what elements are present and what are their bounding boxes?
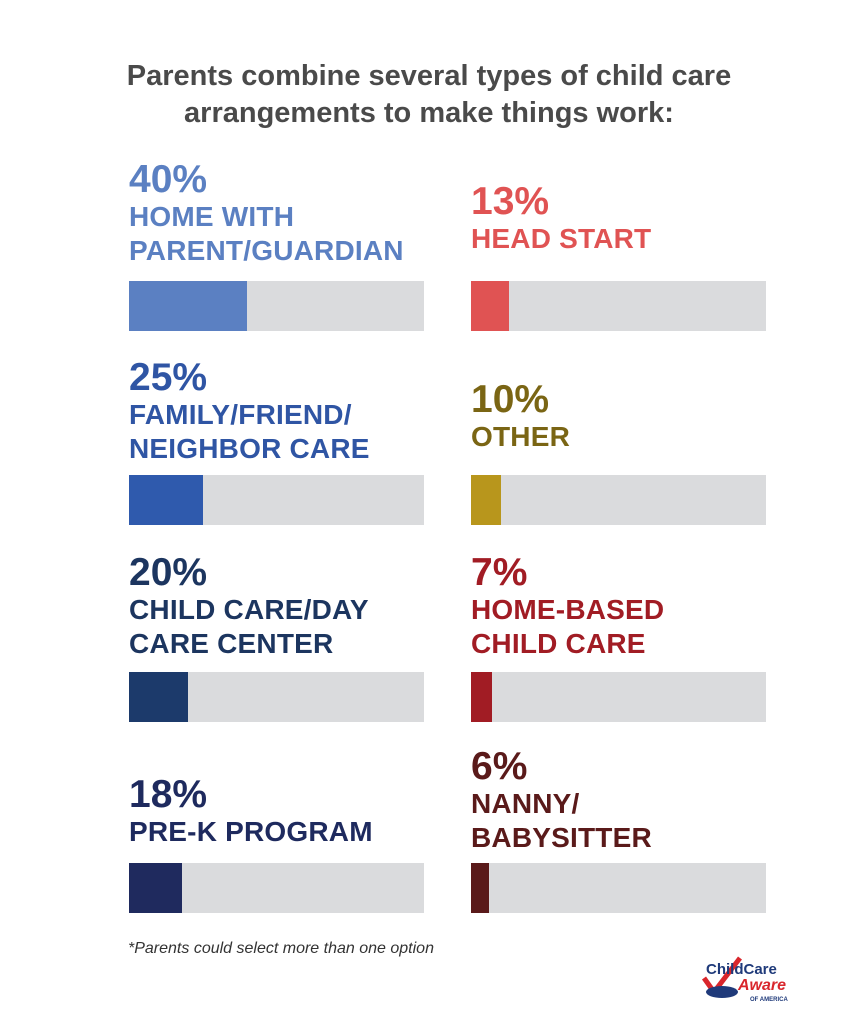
bar-fill — [471, 281, 510, 331]
footnote: *Parents could select more than one opti… — [128, 940, 434, 957]
category-label: CARE CENTER — [129, 628, 334, 659]
category-label-block: 10% OTHER — [471, 380, 771, 454]
percent-label: 7% — [471, 551, 528, 594]
category-label: CHILD CARE/DAY — [129, 594, 369, 625]
category-label-block: 7% HOME-BASED CHILD CARE — [471, 553, 771, 661]
category-label: OTHER — [471, 421, 570, 452]
bar-track — [129, 672, 424, 722]
bar-fill — [471, 475, 501, 525]
bar-fill — [471, 672, 492, 722]
bar-track — [471, 475, 766, 525]
category-label: HEAD START — [471, 223, 652, 254]
chart-title: Parents combine several types of child c… — [0, 58, 858, 132]
percent-label: 13% — [471, 180, 550, 223]
percent-label: 10% — [471, 378, 550, 421]
bar-track — [129, 281, 424, 331]
title-line: arrangements to make things work: — [184, 97, 674, 129]
percent-label: 6% — [471, 745, 528, 788]
svg-text:Aware: Aware — [737, 977, 786, 994]
category-label: HOME-BASED — [471, 594, 665, 625]
bar-track — [471, 672, 766, 722]
svg-text:OF AMERICA: OF AMERICA — [750, 997, 788, 1003]
category-label: BABYSITTER — [471, 822, 652, 853]
bar-fill — [471, 863, 489, 913]
bar-fill — [129, 863, 183, 913]
category-label-block: 25% FAMILY/FRIEND/NEIGHBOR CARE — [129, 358, 429, 466]
category-label: PRE-K PROGRAM — [129, 816, 373, 847]
percent-label: 18% — [129, 773, 208, 816]
childcare-aware-logo: ChildCare Aware OF AMERICA — [701, 956, 788, 1003]
bar-track — [129, 863, 424, 913]
category-label: HOME WITH — [129, 201, 295, 232]
category-label-block: 6% NANNY/BABYSITTER — [471, 747, 771, 855]
percent-label: 20% — [129, 551, 208, 594]
title-line: Parents combine several types of child c… — [126, 60, 732, 92]
category-label-block: 20% CHILD CARE/DAY CARE CENTER — [129, 553, 429, 661]
percent-label: 25% — [129, 356, 208, 399]
category-label: NANNY/ — [471, 788, 580, 819]
category-label-block: 40% HOME WITH PARENT/GUARDIAN — [129, 160, 429, 268]
bar-fill — [129, 475, 203, 525]
bar-track — [471, 863, 766, 913]
category-label-block: 18% PRE-K PROGRAM — [129, 775, 429, 849]
bar-track — [471, 281, 766, 331]
svg-text:ChildCare: ChildCare — [706, 961, 777, 978]
category-label: PARENT/GUARDIAN — [129, 235, 404, 266]
bar-fill — [129, 281, 247, 331]
category-label: NEIGHBOR CARE — [129, 433, 370, 464]
category-label: CHILD CARE — [471, 628, 646, 659]
category-label-block: 13% HEAD START — [471, 182, 771, 256]
percent-label: 40% — [129, 158, 208, 201]
bar-track — [129, 475, 424, 525]
category-label: FAMILY/FRIEND/ — [129, 399, 352, 430]
bar-fill — [129, 672, 188, 722]
